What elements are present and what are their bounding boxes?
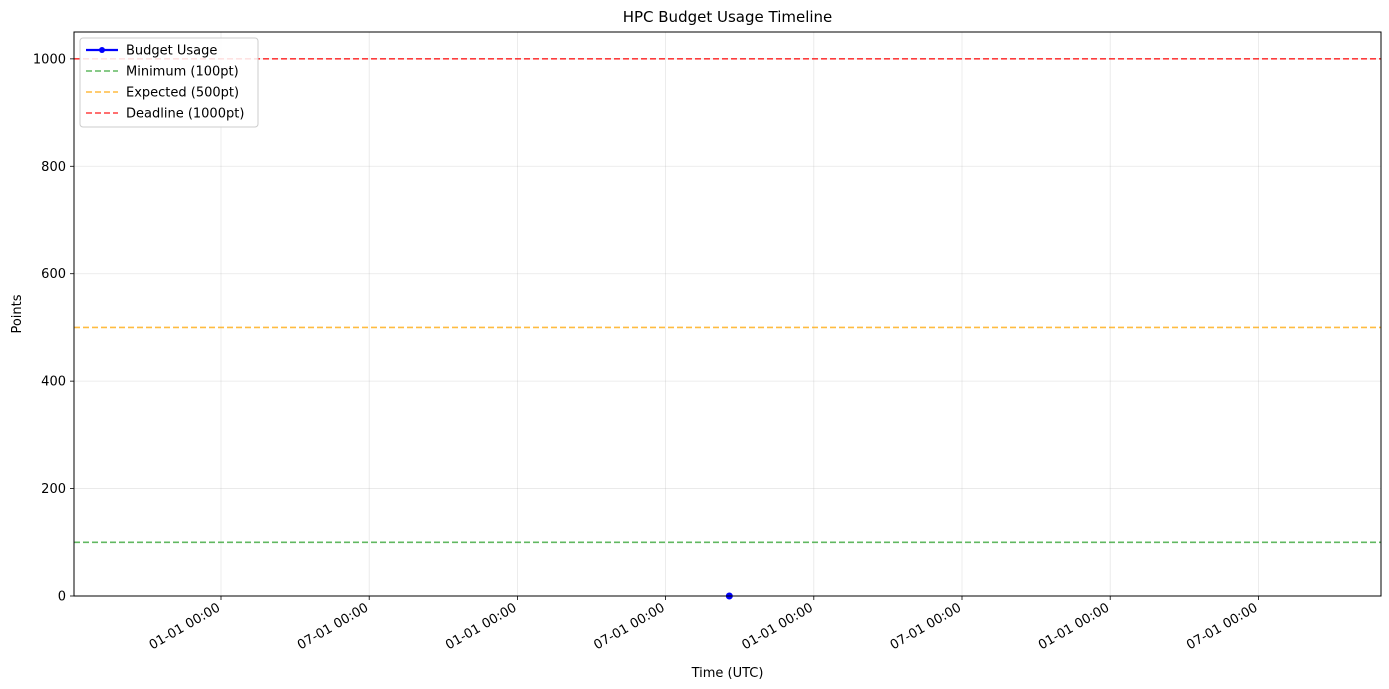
y-axis-label: Points [10,294,25,333]
legend-label: Expected (500pt) [126,86,239,101]
reference-lines-layer [74,58,1381,544]
plot-frame [73,31,1382,597]
y-tick-label: 1000 [33,52,66,67]
y-tick-label: 200 [41,482,66,497]
y-tick-label: 800 [41,160,66,175]
legend: Budget Usage Minimum (100pt) Expected (500… [79,37,259,128]
legend-label: Deadline (1000pt) [126,107,244,122]
y-tick-label: 400 [41,375,66,390]
chart-title: HPC Budget Usage Timeline [623,8,833,26]
legend-label: Budget Usage [126,44,217,59]
legend-label: Minimum (100pt) [126,65,239,80]
y-tick-label: 0 [58,590,66,605]
legend-marker [99,47,105,53]
legend-box [79,37,259,128]
x-axis-label: Time (UTC) [691,666,764,681]
grid-layer [74,32,1381,597]
y-axis: 0 200 400 600 800 1000 [33,52,74,605]
y-tick-label: 600 [41,267,66,282]
